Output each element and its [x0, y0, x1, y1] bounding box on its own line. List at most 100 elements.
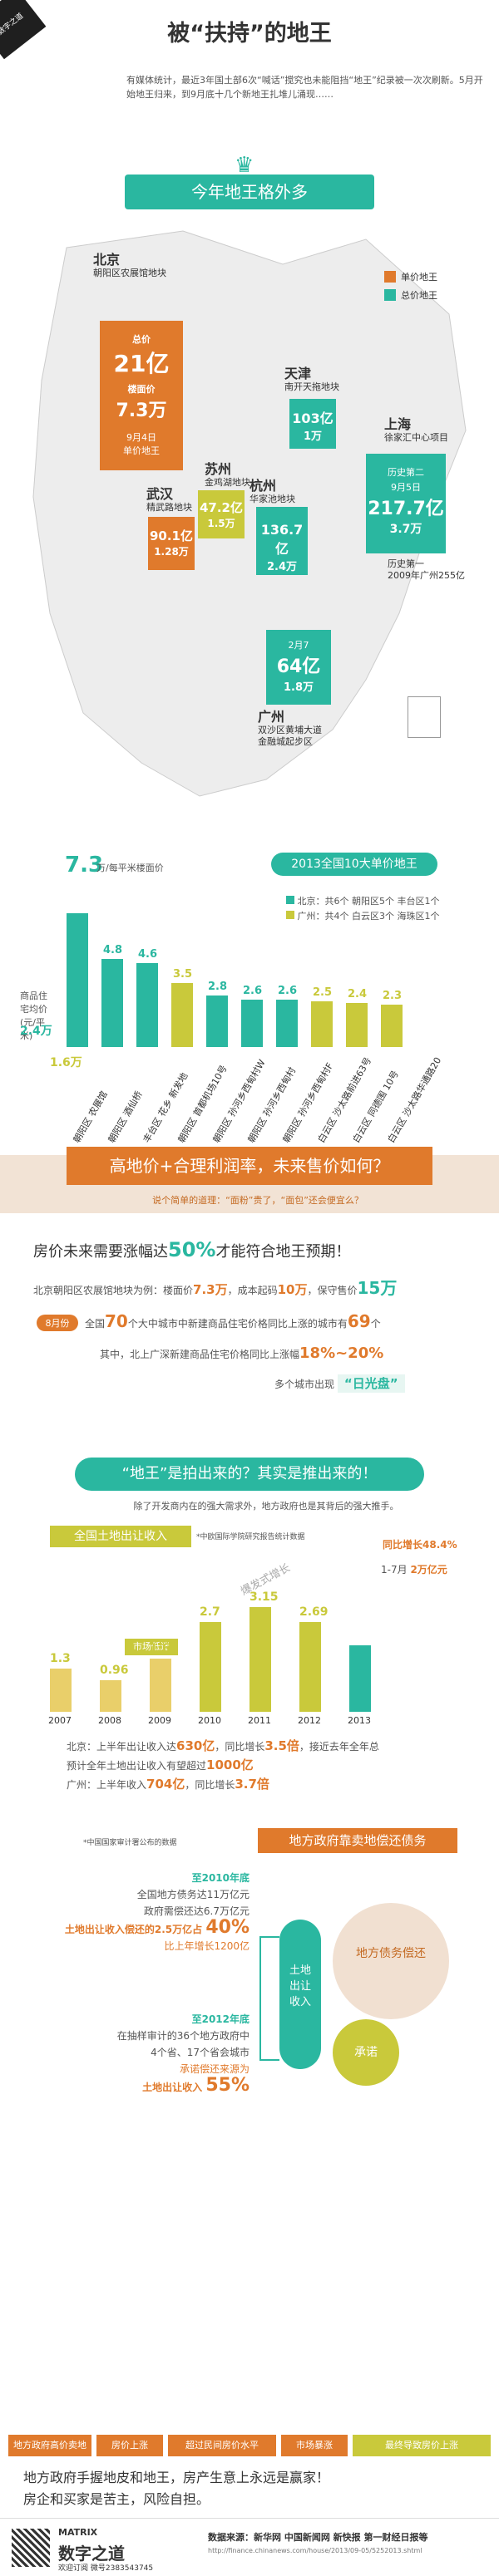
income-value-label: 1.6 [150, 1642, 170, 1655]
hangzhou-label: 杭州 华家池地块 [250, 478, 295, 505]
income-year-label: 2011 [248, 1715, 271, 1726]
growth: 同比增长48.4% [383, 1539, 457, 1551]
ref-beijing: 2.4万 [20, 1025, 52, 1038]
footer-brand1: MATRIX [58, 2527, 98, 2538]
income-year-label: 2009 [148, 1715, 171, 1726]
chart-value-label: 2.6 [243, 984, 263, 997]
guangzhou-label: 广州 双沙区黄埔大道 金融城起步区 [258, 709, 322, 748]
chart-value-label: 4.6 [138, 947, 158, 961]
debt-2010: 至2010年底 全国地方债务达11万亿元 政府需偿还达6.7万亿元 土地出让收入… [64, 1872, 250, 1952]
legend-total-price: 总价地王 [401, 290, 437, 301]
legend-guangzhou: 广州：共4个 白云区3个 海珠区1个 [286, 909, 440, 922]
suzhou-block: 47.2亿 1.5万 [198, 490, 245, 538]
price-section: 高地价+合理利润率，未来售价如何？ 说个简单的道理：“面粉”贵了，“面包”还会便… [0, 1122, 499, 1446]
question-banner: 高地价+合理利润率，未来售价如何？ [67, 1147, 432, 1185]
headline: 房价未来需要涨幅达50%才能符合地王预期！ [33, 1238, 351, 1261]
chart-bar [67, 913, 88, 1047]
income-year-label: 2010 [198, 1715, 221, 1726]
china-map: 单价地王 总价地王 北京 朝阳区农展馆地块 总价 21亿 楼面价 7.3万 9月4… [17, 214, 482, 813]
debt-section: *中国国家审计署公布的数据 地方政府靠卖地偿还债务 至2010年底 全国地方债务… [0, 1812, 499, 2144]
chart-bar [206, 995, 228, 1047]
promise-circle: 承诺 [333, 2019, 399, 2086]
legend-orange-swatch [384, 271, 396, 283]
income-bar [349, 1645, 371, 1712]
income-value-label: 3.15 [250, 1590, 279, 1604]
chart-bar [311, 1001, 333, 1047]
income-value-label: 1.3 [50, 1652, 71, 1665]
income-bar [50, 1669, 72, 1712]
sunshine-line: 多个城市出现 “日光盘” [274, 1374, 491, 1393]
income-section: “地王”是拍出来的？其实是推出来的！ 除了开发商内在的强大需求外，地方政府也是其… [0, 1446, 499, 1812]
chart-value-label: 2.6 [278, 984, 298, 997]
debt-note: *中国国家审计署公布的数据 [83, 1839, 177, 1847]
income-value-label: 2.69 [299, 1605, 329, 1620]
flow-step-5: 最终导致房价上涨 [353, 2435, 491, 2456]
market-label: 市场低迷 [125, 1639, 178, 1655]
income-bar [200, 1622, 221, 1712]
chart-bar [346, 1003, 368, 1047]
chart-heading: 2013全国10大单价地王 [271, 853, 437, 876]
chart-bar [136, 962, 158, 1047]
income-title: 全国土地出让收入 [50, 1526, 191, 1547]
flow-step-2: 房价上涨 [96, 2435, 163, 2456]
tag-month: 8月份 [37, 1315, 78, 1331]
land-income-pill: 土地出让收入 [279, 1920, 321, 2069]
tianjin-block: 103亿 1万 [289, 399, 336, 449]
bracket [259, 1936, 279, 2061]
ref-guangzhou: 1.6万 [50, 1056, 82, 1069]
beijing-label: 北京 朝阳区农展馆地块 [93, 252, 166, 279]
income-year-label: 2012 [298, 1715, 321, 1726]
bars-area: 朝阳区 农展馆 4.8 朝阳区 酒仙桥 4.6 丰台区 花乡 新发地 3.5 朝阳区 首都机… [67, 823, 482, 1145]
wuhan-block: 90.1亿 1.28万 [148, 517, 195, 570]
flow-step-4: 市场暴涨 [281, 2435, 348, 2456]
shanghai-block: 历史第二 9月5日 217.7亿 3.7万 [366, 454, 446, 553]
flow-step-3: 超过民间房价水平 [168, 2435, 276, 2456]
qr-code [12, 2529, 50, 2567]
intro-text: 有媒体统计，最近3年国土部6次“喊话”搅究也未能阻挡“地王”纪录被一次次刷新。5… [126, 75, 483, 100]
decoration [8, 70, 116, 136]
footer-brand2: 数字之道 [58, 2544, 125, 2564]
chart-bar [171, 983, 193, 1047]
chart-value-label: 2.5 [313, 986, 333, 999]
chart-bar [241, 999, 263, 1047]
chart-value-label: 4.8 [103, 944, 123, 957]
top-value: 7.3 [65, 853, 104, 878]
chart-value-label: 2.4 [348, 988, 368, 1001]
chart-value-label: 3.5 [173, 968, 193, 981]
income-bar [250, 1607, 271, 1712]
section-banner: ♛ 今年地王格外多 [125, 153, 374, 214]
income-bar [299, 1622, 321, 1712]
income-sub: 除了开发商内在的强大需求外，地方政府也是其背后的强大推手。 [133, 1501, 399, 1512]
question-sub: 说个简单的道理：“面粉”贵了，“面包”还会便宜么？ [152, 1195, 363, 1206]
income-value-label: 2.7 [200, 1605, 220, 1619]
shanghai-history: 历史第一 2009年广州255亿 [388, 558, 465, 581]
income-year-label: 2008 [98, 1715, 121, 1726]
guangzhou-block: 2月7 64亿 1.8万 [266, 630, 331, 705]
footer-source: 数据来源：新华网 中国新闻网 新快报 第一财经日报等 [208, 2532, 428, 2543]
income-year-label: 2007 [48, 1715, 72, 1726]
page-title: 被“扶持”的地王 [167, 21, 332, 47]
chart-bar [381, 1005, 403, 1047]
tianjin-label: 天津 南开天拖地块 [284, 366, 339, 393]
footer: MATRIX 数字之道 欢迎订阅 微号2383543745 数据来源：新华网 中… [0, 2518, 499, 2576]
legend-beijing: 北京：共6个 朝阳区5个 丰台区1个 [286, 894, 440, 907]
income-question: “地王”是拍出来的？其实是推出来的！ [75, 1458, 424, 1491]
income-bars: 1.3 2007 0.96 2008 1.6 2009 2.7 2010 3.15 2011 2.6… [33, 1546, 466, 1726]
income-year-label: 2013 [348, 1715, 371, 1726]
hangzhou-block: 136.7亿 2.4万 [256, 507, 308, 575]
chart-value-label: 2.8 [208, 981, 228, 994]
wuhan-label: 武汉 精武路地块 [146, 486, 192, 514]
chart-value-label: 2.3 [383, 990, 403, 1003]
footer-link: http://finance.chinanews.com/house/2013/… [208, 2547, 422, 2554]
suzhou-label: 苏州 金鸡湖地块 [205, 461, 250, 489]
income-note: *中欧国际学院研究报告统计数据 [196, 1533, 305, 1541]
chart-unit-label: 万/每平米楼面价 [96, 863, 164, 873]
income-bar [150, 1659, 171, 1712]
cities-line: 全国70个大中城市中新建商品住宅价格同比上涨的城市有69个 [85, 1311, 381, 1331]
debt-circle: 地方债务偿还 [333, 1903, 449, 2019]
chart-bar [276, 999, 298, 1047]
debt-heading: 地方政府靠卖地偿还债务 [258, 1828, 457, 1853]
shanghai-label: 上海 徐家汇中心项目 [384, 416, 448, 444]
rise-line: 其中，北上广深新建商品住宅价格同比上涨幅18%~20% [100, 1345, 384, 1362]
flow-step-1: 地方政府高价卖地 [8, 2435, 91, 2456]
